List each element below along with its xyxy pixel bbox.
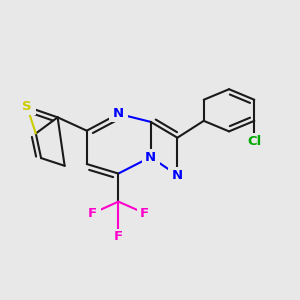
FancyBboxPatch shape xyxy=(137,205,153,221)
Text: F: F xyxy=(114,230,123,243)
FancyBboxPatch shape xyxy=(109,105,128,122)
Text: N: N xyxy=(172,169,183,182)
Text: Cl: Cl xyxy=(247,135,262,148)
FancyBboxPatch shape xyxy=(168,167,187,184)
Text: N: N xyxy=(113,107,124,120)
FancyBboxPatch shape xyxy=(142,148,160,166)
Text: F: F xyxy=(88,207,97,220)
FancyBboxPatch shape xyxy=(18,98,36,115)
FancyBboxPatch shape xyxy=(110,229,126,245)
FancyBboxPatch shape xyxy=(85,205,100,221)
Text: S: S xyxy=(22,100,32,113)
Text: N: N xyxy=(145,151,156,164)
FancyBboxPatch shape xyxy=(242,134,266,150)
Text: F: F xyxy=(140,207,149,220)
